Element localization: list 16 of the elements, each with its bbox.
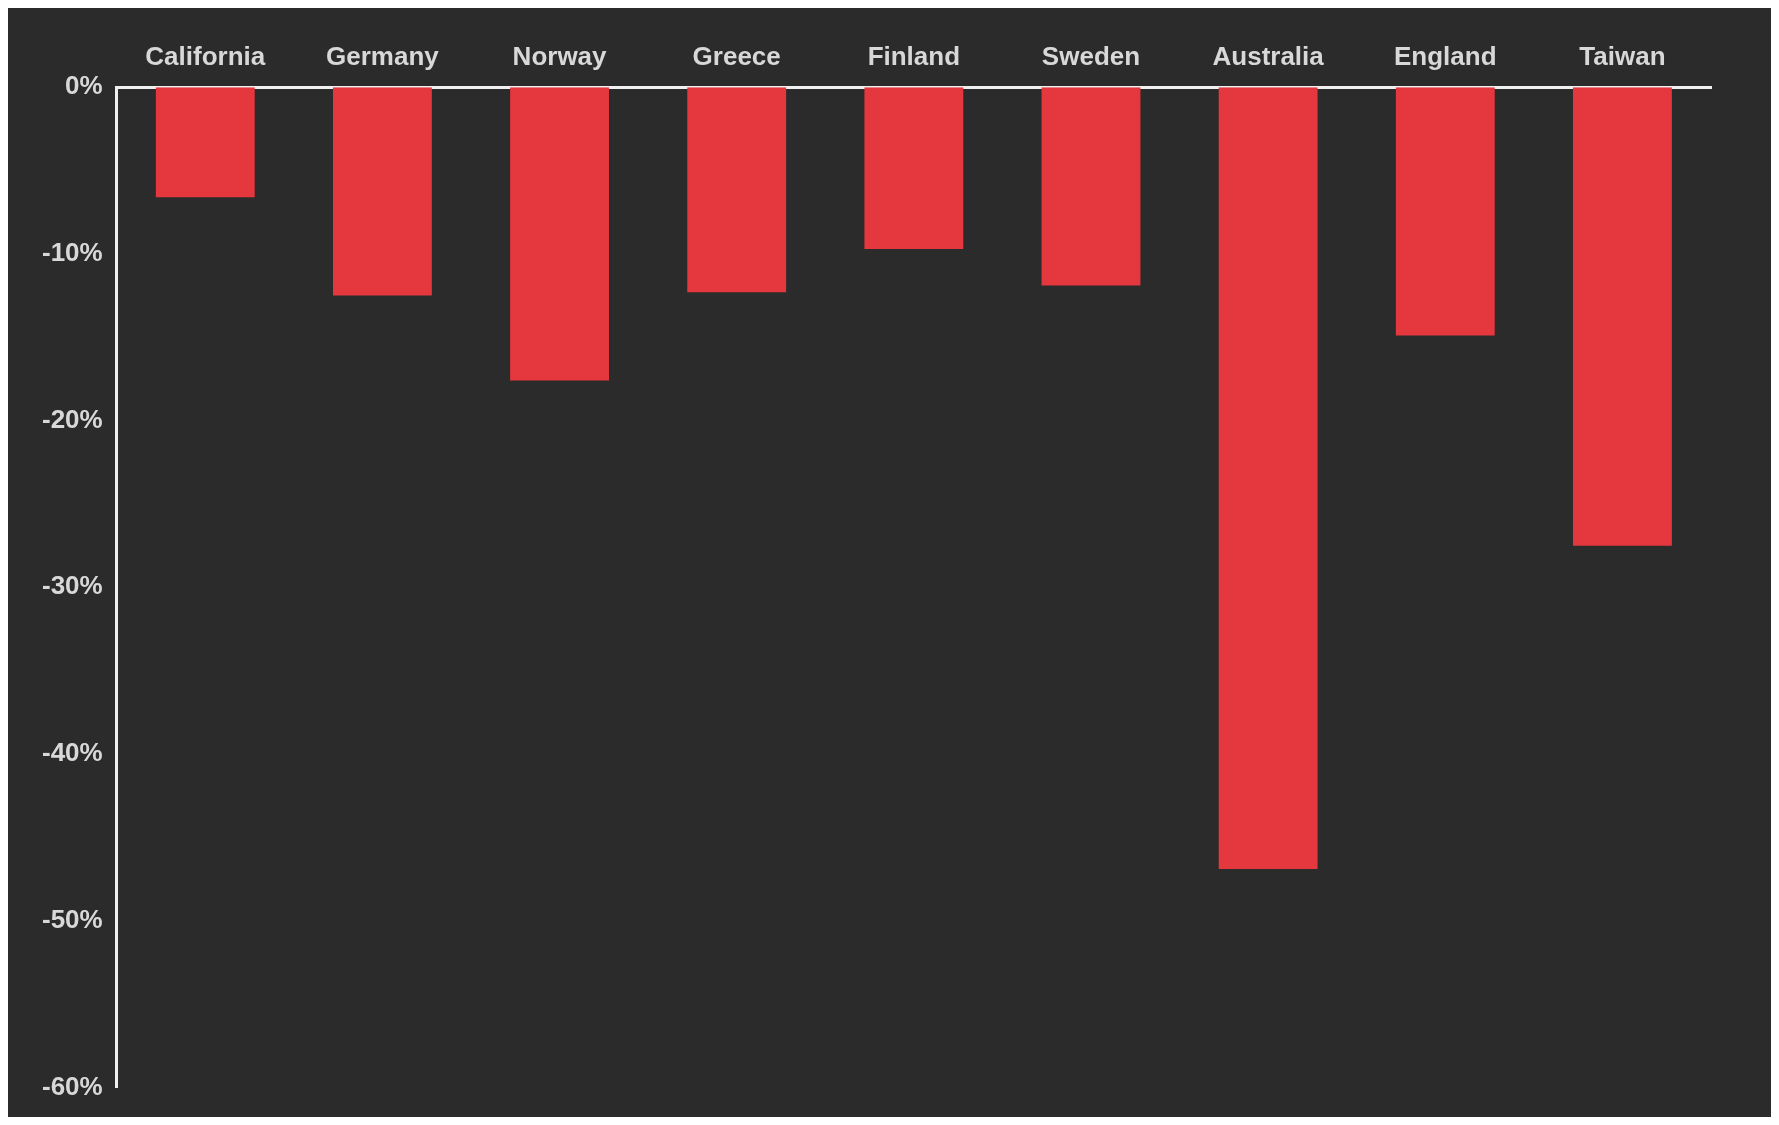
x-tick-label: Taiwan [1579, 40, 1666, 71]
y-tick-label: -40% [41, 737, 103, 768]
y-tick-label: -60% [41, 1070, 103, 1101]
x-tick-label: England [1394, 40, 1497, 71]
y-tick-label: 0% [65, 70, 103, 101]
x-tick-label: Sweden [1041, 40, 1141, 71]
x-tick-label: Finland [867, 40, 961, 71]
x-tick-label: Germany [326, 40, 440, 71]
x-tick-label: California [145, 40, 266, 71]
y-tick-label: -10% [41, 237, 103, 268]
y-tick-label: -20% [41, 403, 103, 434]
y-tick-label: -30% [41, 570, 103, 601]
x-tick-label: Greece [692, 40, 781, 71]
x-tick-label: Australia [1212, 40, 1325, 71]
x-tick-label: Norway [512, 40, 608, 71]
y-tick-label: -50% [41, 903, 103, 934]
